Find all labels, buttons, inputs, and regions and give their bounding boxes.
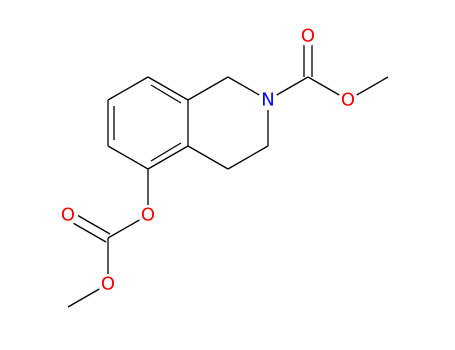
label-bg [258, 90, 278, 110]
atom-label: O [301, 26, 315, 47]
label-bg [138, 205, 158, 225]
label-bg [338, 90, 358, 110]
bond [227, 145, 269, 170]
bond [147, 76, 189, 101]
bond [107, 145, 149, 170]
label-bg [98, 274, 118, 294]
label-bg [298, 26, 318, 46]
bond [107, 76, 149, 101]
atom-label: N [261, 90, 274, 111]
bond [187, 76, 229, 101]
atom-label: O [341, 90, 355, 111]
label-bg [58, 205, 78, 225]
bond [147, 145, 189, 170]
bonds [65, 38, 389, 308]
atom-label: O [141, 205, 155, 226]
atom-label: O [101, 274, 115, 295]
double-bond-inner [150, 142, 182, 162]
atom-label: O [61, 205, 75, 226]
double-bond-inner [150, 84, 182, 104]
bond [187, 145, 229, 170]
atoms: N O O O O O [58, 26, 358, 295]
